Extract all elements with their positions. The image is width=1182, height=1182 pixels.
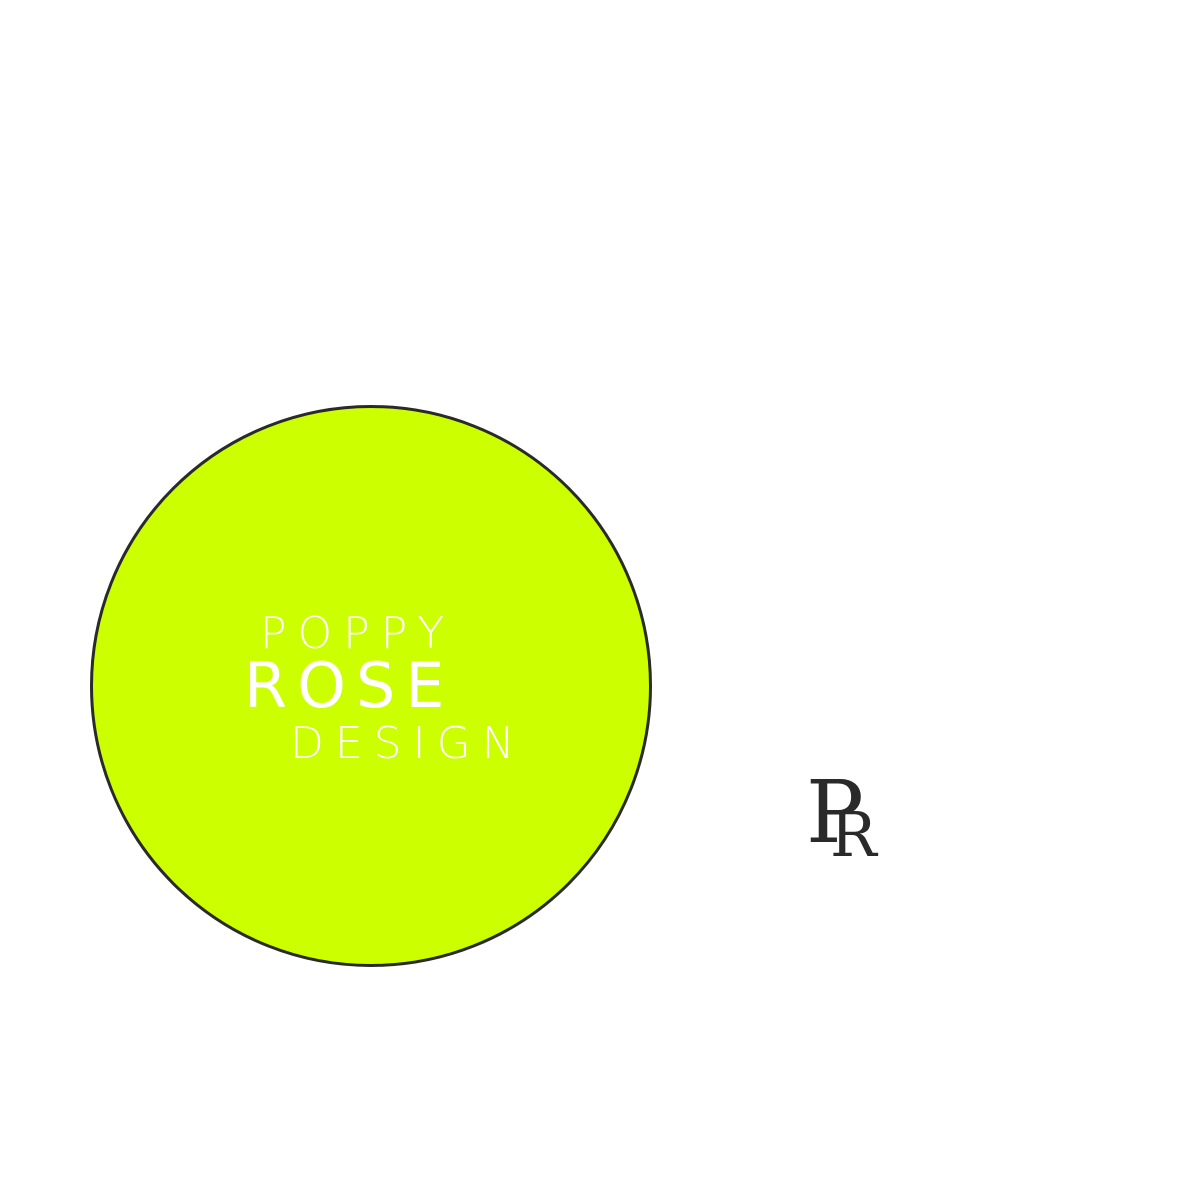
logo-word-design: DESIGN (290, 718, 526, 769)
monogram-letter-r: R (830, 798, 877, 871)
logo-word-poppy: POPPY (260, 608, 456, 659)
logo-circle (90, 405, 652, 967)
logo-word-rose: ROSE (244, 649, 455, 722)
monogram-letter-p: P (806, 763, 864, 863)
monogram-logo: P R (800, 770, 890, 890)
